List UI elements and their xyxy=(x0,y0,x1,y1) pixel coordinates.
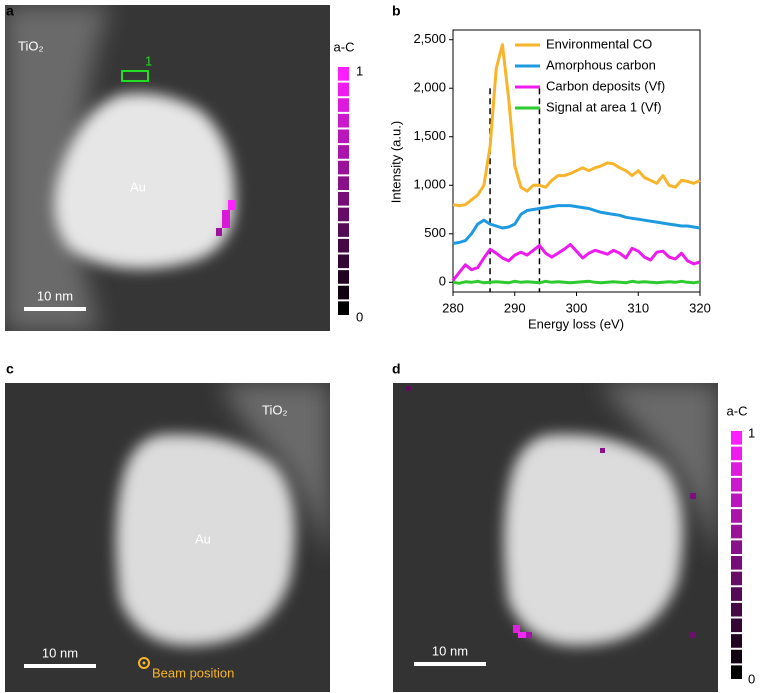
colorbar-cell xyxy=(338,98,349,112)
x-tick-label: 290 xyxy=(504,300,526,315)
colorbar-cell xyxy=(338,129,349,144)
particle-label: Au xyxy=(195,531,211,546)
series-line xyxy=(452,204,701,245)
y-tick-label: 500 xyxy=(424,225,446,240)
colorbar-max: 1 xyxy=(356,63,363,78)
colorbar-cell xyxy=(731,587,742,601)
colorbar-cell xyxy=(731,665,742,679)
colorbar-cell xyxy=(731,556,742,570)
image-c xyxy=(5,383,330,692)
panel-label: a xyxy=(6,3,14,19)
colorbar-cell xyxy=(338,238,349,253)
colorbar-cell xyxy=(731,649,742,664)
area-label: 1 xyxy=(145,53,152,68)
colorbar-cell xyxy=(338,207,349,222)
x-tick-label: 320 xyxy=(689,300,711,315)
colorbar-cell xyxy=(338,285,349,300)
colorbar-cell xyxy=(731,509,742,523)
colorbar-cell xyxy=(731,618,742,633)
particle-label: Au xyxy=(130,179,146,194)
panel-label: d xyxy=(392,361,401,377)
image-a xyxy=(5,5,330,331)
image-d xyxy=(393,383,718,692)
colorbar-cell xyxy=(731,634,742,648)
colorbar-cell xyxy=(338,145,349,159)
legend-label: Environmental CO xyxy=(546,36,652,51)
beam-label: Beam position xyxy=(152,665,234,680)
series-line xyxy=(452,43,701,208)
colorbar-min: 0 xyxy=(748,671,755,686)
colorbar-cell xyxy=(338,270,349,284)
colorbar-cell xyxy=(731,571,742,586)
colorbar-title: a-C xyxy=(334,39,355,54)
y-tick-label: 1,500 xyxy=(413,128,446,143)
colorbar-title: a-C xyxy=(727,403,748,418)
scale-bar xyxy=(24,307,86,311)
colorbar-cell xyxy=(338,113,349,128)
scale-bar-label: 10 nm xyxy=(432,643,468,658)
colorbar xyxy=(731,431,742,679)
colorbar-cell xyxy=(338,160,349,175)
colorbar-cell xyxy=(338,67,349,81)
beam-marker-dot xyxy=(142,661,146,665)
x-tick-label: 300 xyxy=(566,300,588,315)
y-axis-title: Intensity (a.u.) xyxy=(388,121,403,203)
y-tick-label: 0 xyxy=(439,274,446,289)
colorbar-cell xyxy=(731,524,742,539)
chart: Energy loss (eV) Intensity (a.u.) 0 500 1,… xyxy=(388,29,711,331)
legend-label: Signal at area 1 (Vf) xyxy=(546,99,662,114)
y-tick-label: 2,000 xyxy=(413,80,446,95)
colorbar-cell xyxy=(338,301,349,315)
scale-bar xyxy=(414,662,486,666)
colorbar-cell xyxy=(731,462,742,476)
legend-label: Amorphous carbon xyxy=(546,57,656,72)
y-tick-label: 1,000 xyxy=(413,177,446,192)
scale-bar xyxy=(24,664,96,668)
support-label: TiO₂ xyxy=(18,38,44,53)
x-tick-label: 310 xyxy=(627,300,649,315)
colorbar-cell xyxy=(338,176,349,190)
colorbar-min: 0 xyxy=(356,309,363,324)
colorbar-cell xyxy=(338,192,349,206)
scale-bar-label: 10 nm xyxy=(42,645,78,660)
colorbar-cell xyxy=(731,446,742,461)
support-label: TiO₂ xyxy=(262,402,288,417)
colorbar-cell xyxy=(731,540,742,554)
colorbar-cell xyxy=(338,223,349,237)
colorbar-cell xyxy=(338,82,349,97)
series-line xyxy=(452,279,701,285)
colorbar-cell xyxy=(731,431,742,445)
colorbar-cell xyxy=(731,493,742,508)
colorbar-max: 1 xyxy=(748,425,755,440)
legend-label: Carbon deposits (Vf) xyxy=(546,78,665,93)
series-line xyxy=(451,243,701,282)
y-tick-label: 2,500 xyxy=(413,31,446,46)
x-axis-title: Energy loss (eV) xyxy=(528,316,624,331)
colorbar xyxy=(338,67,349,315)
panel-label: b xyxy=(392,3,401,19)
colorbar-cell xyxy=(731,477,742,492)
beam-marker xyxy=(138,657,150,669)
x-tick-label: 280 xyxy=(442,300,464,315)
scale-bar-label: 10 nm xyxy=(37,288,73,303)
colorbar-cell xyxy=(338,254,349,269)
panel-label: c xyxy=(6,361,14,377)
area-box xyxy=(121,70,149,82)
colorbar-cell xyxy=(731,602,742,617)
